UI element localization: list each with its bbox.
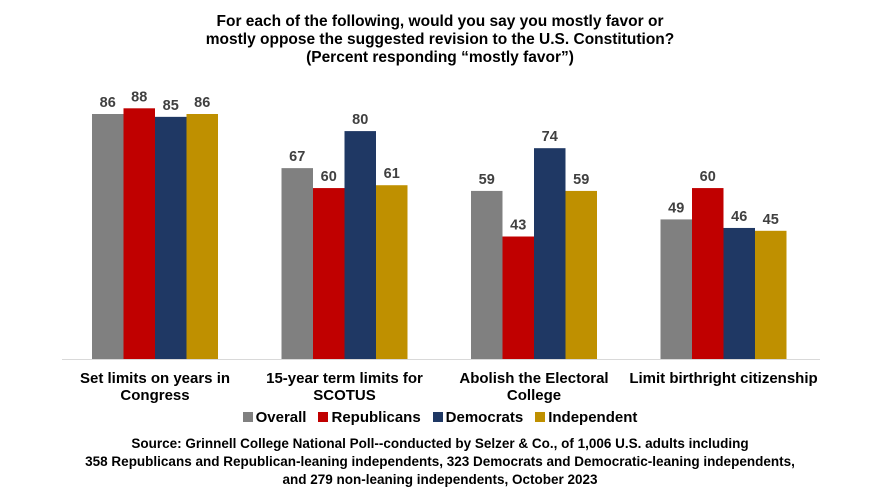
source-note: Source: Grinnell College National Poll--… — [0, 435, 880, 489]
data-label: 67 — [289, 149, 305, 165]
data-label: 60 — [700, 169, 716, 185]
category-label: SCOTUS — [313, 387, 376, 404]
category-label: Set limits on years in — [80, 370, 230, 387]
bar — [281, 168, 313, 359]
data-label: 80 — [352, 112, 368, 128]
legend-item: Democrats — [432, 409, 524, 426]
legend-label: Republicans — [331, 409, 421, 426]
title-line: For each of the following, would you say… — [216, 13, 664, 30]
bar — [155, 116, 187, 359]
legend: Overall Republicans Democrats Independent — [0, 409, 880, 426]
title-line: mostly oppose the suggested revision to … — [205, 31, 675, 48]
bar — [471, 190, 503, 359]
data-label: 59 — [479, 172, 495, 188]
legend-label: Democrats — [445, 409, 524, 426]
category-label: College — [507, 387, 561, 404]
data-label: 85 — [163, 98, 179, 114]
source-line: 358 Republicans and Republican-leaning i… — [85, 454, 795, 469]
data-label: 61 — [384, 166, 400, 182]
title-line: (Percent responding “mostly favor”) — [306, 49, 574, 66]
data-label: 86 — [100, 95, 116, 111]
category-label: 15-year term limits for — [266, 370, 423, 387]
legend-swatch — [535, 412, 546, 422]
bar — [502, 236, 534, 359]
legend-label: Overall — [255, 409, 307, 426]
legend-item: Republicans — [318, 409, 421, 426]
category-label: Abolish the Electoral — [459, 370, 608, 387]
bar — [92, 114, 124, 359]
bar — [344, 131, 376, 359]
data-label: 59 — [573, 172, 589, 188]
legend-label: Independent — [548, 409, 638, 426]
data-label: 45 — [763, 212, 779, 228]
legend-swatch — [318, 412, 329, 422]
legend-item: Overall — [242, 409, 307, 426]
source-line: and 279 non-leaning independents, Octobe… — [282, 472, 598, 487]
category-label: Congress — [120, 387, 189, 404]
category-label: Limit birthright citizenship — [629, 370, 817, 387]
legend-swatch — [242, 412, 253, 422]
data-label: 49 — [668, 200, 684, 216]
bar — [186, 114, 218, 359]
bar — [692, 188, 724, 359]
legend-item: Independent — [535, 409, 637, 426]
data-label: 74 — [542, 129, 558, 145]
source-line: Source: Grinnell College National Poll--… — [131, 436, 749, 451]
bar — [123, 108, 155, 359]
bar — [723, 227, 755, 359]
chart-title: For each of the following, would you say… — [0, 13, 880, 67]
bar — [313, 188, 345, 359]
bar — [376, 185, 408, 359]
data-label: 88 — [131, 89, 147, 105]
bar — [565, 190, 597, 359]
bar — [755, 230, 787, 359]
bar — [534, 148, 566, 359]
data-label: 46 — [731, 209, 747, 225]
bar — [660, 219, 692, 359]
data-label: 60 — [321, 169, 337, 185]
legend-swatch — [432, 412, 443, 422]
data-label: 86 — [194, 95, 210, 111]
data-label: 43 — [510, 218, 526, 234]
